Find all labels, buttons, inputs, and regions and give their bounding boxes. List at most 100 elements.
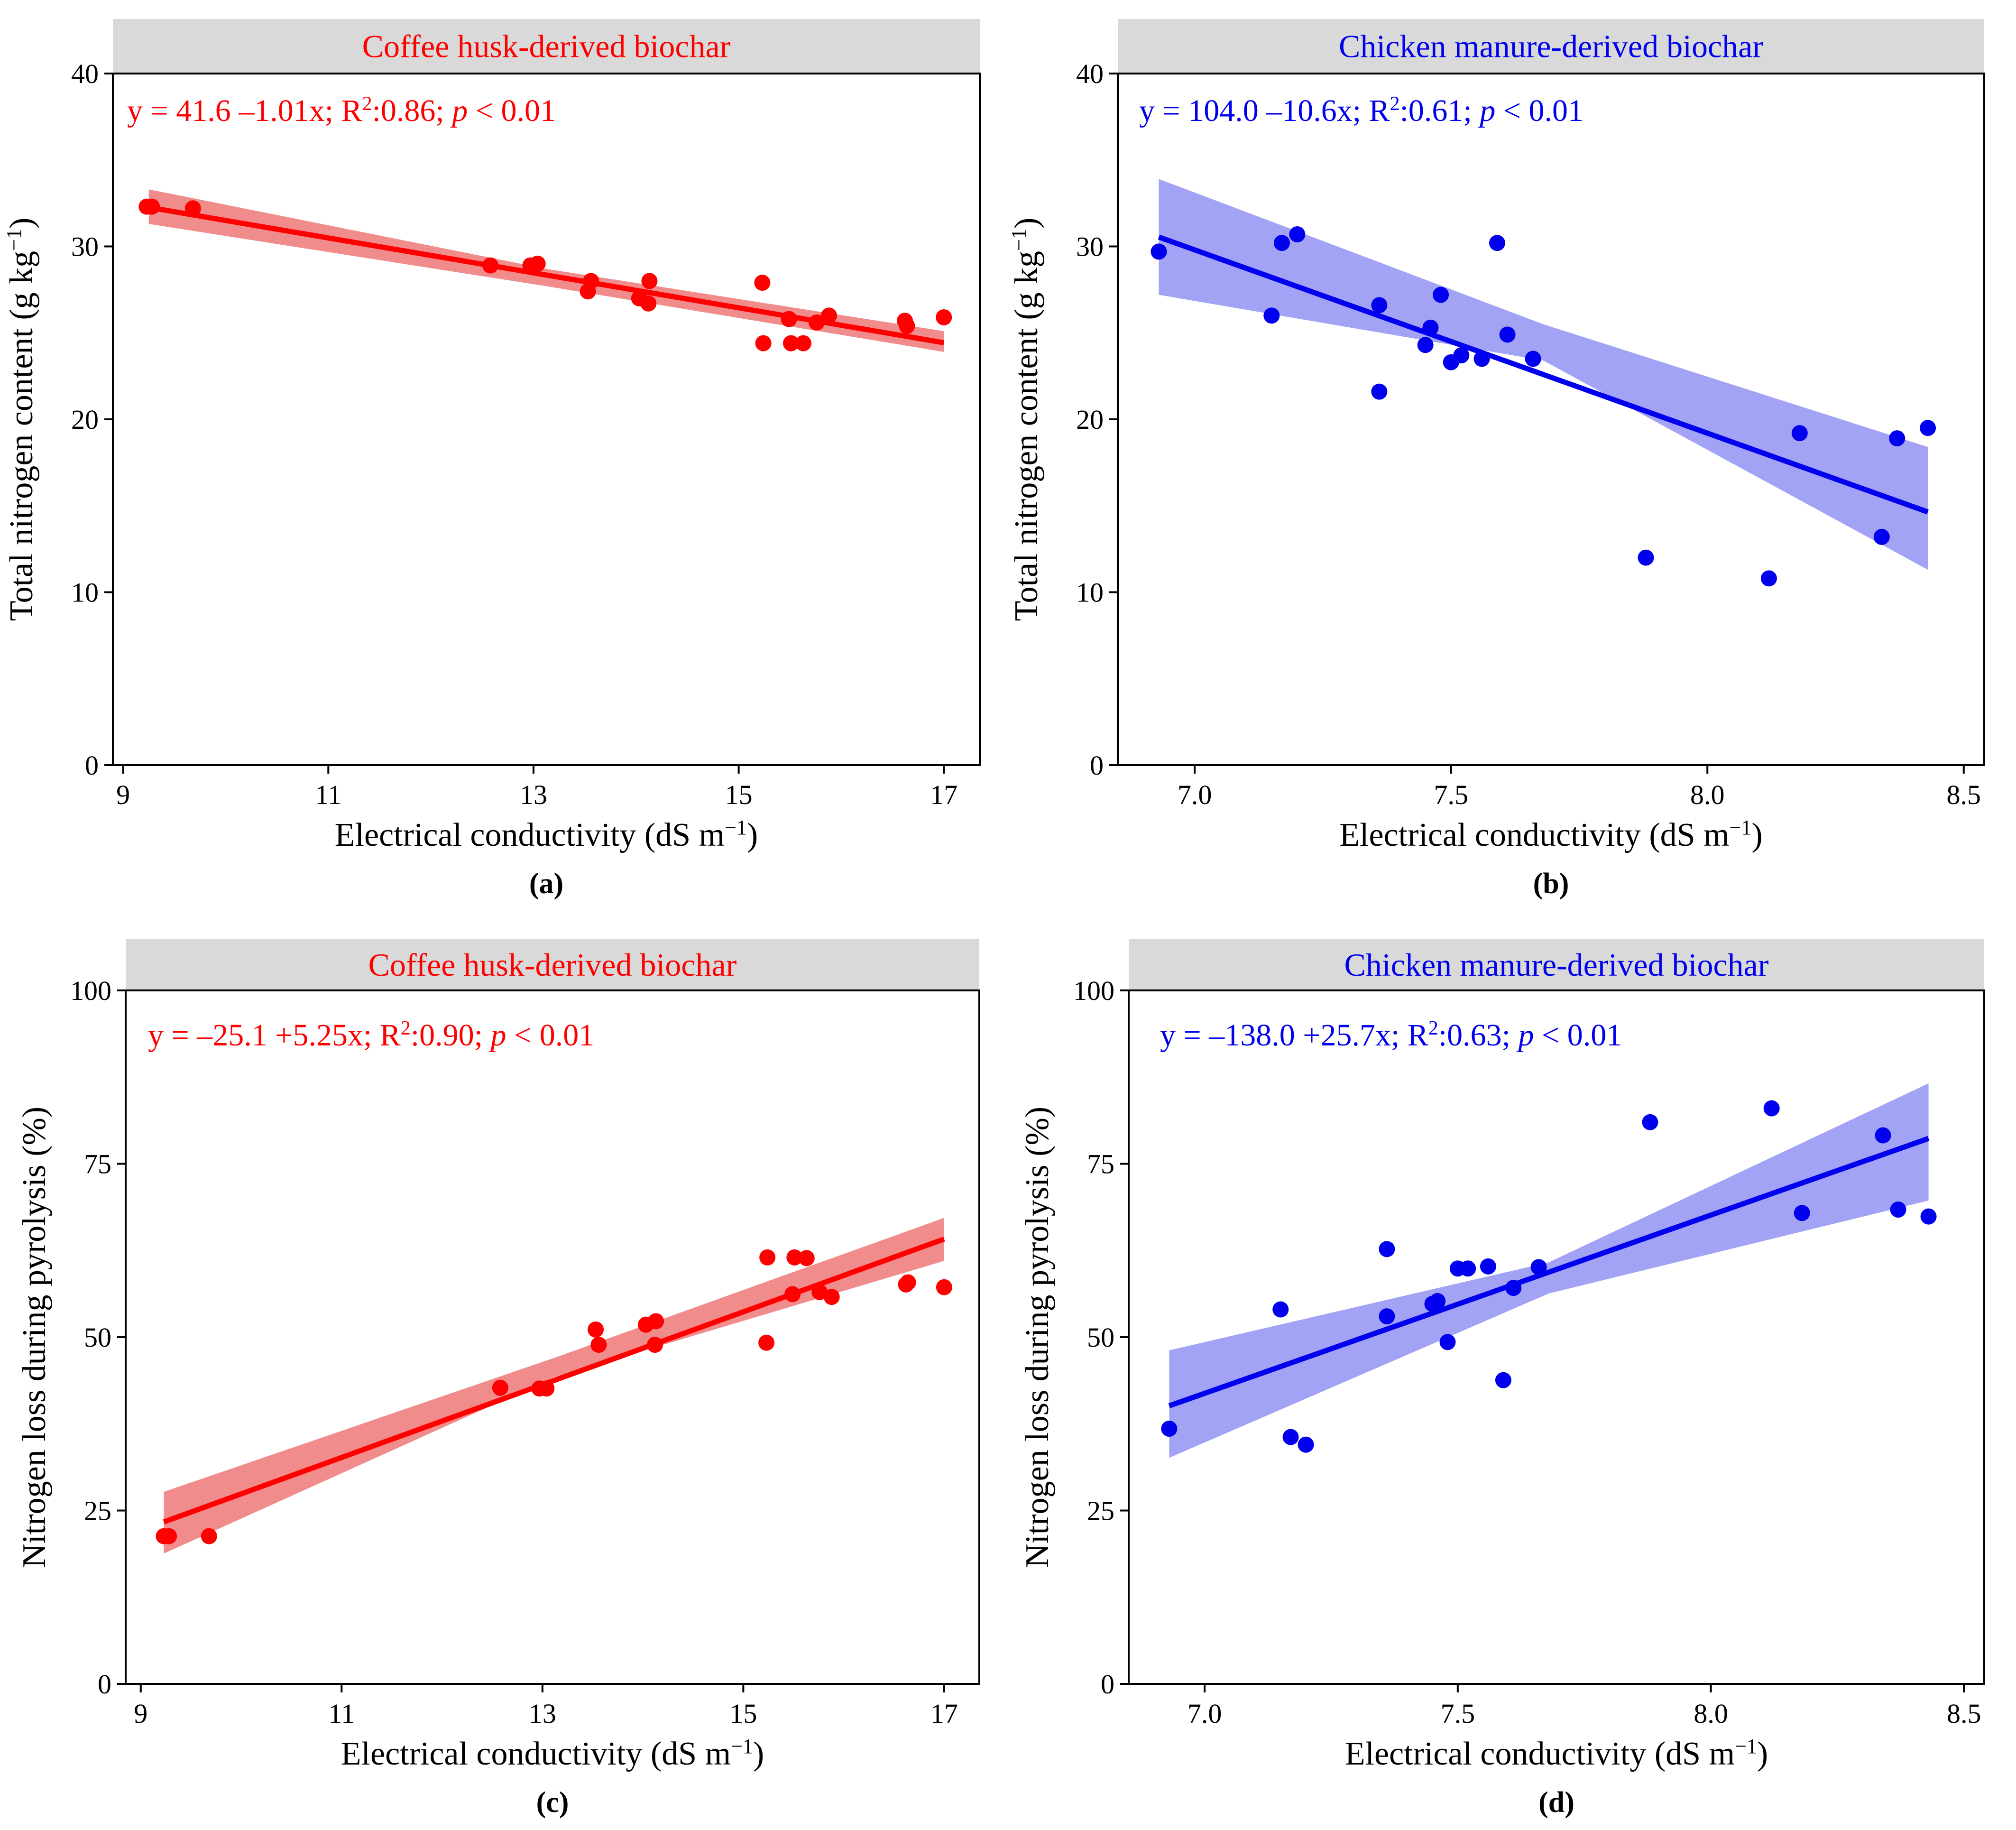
y-tick-label: 0 <box>1101 1669 1114 1700</box>
data-point <box>1417 337 1434 353</box>
data-point <box>1371 297 1388 314</box>
data-point <box>1638 549 1654 566</box>
regression-equation: y = –25.1 +5.25x; R2:0.90; p < 0.01 <box>148 1017 594 1053</box>
data-point <box>1495 1372 1511 1388</box>
data-point <box>1489 235 1505 251</box>
x-tick-label: 13 <box>520 779 547 810</box>
regression-equation: y = 41.6 –1.01x; R2:0.86; p < 0.01 <box>127 93 556 128</box>
data-point <box>1379 1241 1395 1257</box>
data-point <box>529 255 546 272</box>
x-axis-label: Electrical conductivity (dS m−1) <box>341 1735 764 1773</box>
x-axis-label: Electrical conductivity (dS m−1) <box>335 816 758 854</box>
y-tick-label: 25 <box>84 1496 111 1526</box>
data-point <box>1273 235 1290 251</box>
data-point <box>798 1250 815 1266</box>
data-point <box>482 257 499 274</box>
y-tick-label: 50 <box>1087 1322 1114 1353</box>
data-point <box>758 1334 775 1351</box>
data-point <box>492 1379 508 1396</box>
x-tick-label: 8.0 <box>1690 779 1725 810</box>
data-point <box>1298 1436 1314 1453</box>
y-tick-label: 30 <box>1076 231 1104 262</box>
data-point <box>1920 420 1936 436</box>
panel-b: Chicken manure-derived biochar 7.0 7.5 8.0 8… <box>1007 19 1985 900</box>
x-tick-label: 17 <box>930 779 957 810</box>
data-point <box>754 275 771 291</box>
regression-line <box>1158 234 1929 515</box>
strip-header <box>126 939 979 990</box>
data-point <box>781 311 797 327</box>
strip-title: Chicken manure-derived biochar <box>1344 947 1769 983</box>
regression-line <box>1168 1136 1930 1408</box>
x-tick-label: 9 <box>134 1698 147 1729</box>
data-point <box>809 314 825 331</box>
plot-frame <box>112 73 981 766</box>
y-tick-label: 75 <box>1087 1149 1114 1180</box>
x-axis-label: Electrical conductivity (dS m−1) <box>1339 816 1762 854</box>
data-point <box>588 1321 604 1338</box>
panel-d: Chicken manure-derived biochar 7.0 7.5 8.0 8… <box>1019 939 1985 1819</box>
data-point <box>1920 1208 1937 1225</box>
y-axis-label: Nitrogen loss during pyrolysis (%) <box>16 1107 53 1568</box>
data-point <box>784 1286 801 1303</box>
data-point <box>161 1528 177 1544</box>
x-tick-label: 15 <box>725 779 753 810</box>
data-point <box>1422 319 1439 336</box>
data-point <box>640 295 657 312</box>
confidence-band <box>148 189 944 352</box>
x-tick-label: 8.5 <box>1947 1698 1981 1729</box>
data-point <box>538 1380 555 1397</box>
y-tick-label: 20 <box>1076 404 1104 435</box>
data-point <box>786 1249 803 1266</box>
plot-frame <box>125 989 980 1685</box>
regression-equation: y = 104.0 –10.6x; R2:0.61; p < 0.01 <box>1139 93 1583 128</box>
data-point <box>1282 1429 1299 1445</box>
strip-header <box>1118 19 1984 74</box>
x-tick-label: 17 <box>930 1698 958 1729</box>
x-tick-label: 8.0 <box>1694 1698 1728 1729</box>
data-point <box>1505 1280 1522 1296</box>
data-point <box>899 318 915 334</box>
y-tick-label: 0 <box>98 1669 111 1700</box>
data-point <box>1889 430 1906 447</box>
data-point <box>1530 1259 1547 1275</box>
data-point <box>1873 528 1890 545</box>
x-tick-label: 13 <box>529 1698 556 1729</box>
y-tick-label: 50 <box>84 1322 111 1353</box>
data-point <box>1763 1100 1780 1117</box>
panel-label: (b) <box>1533 868 1569 900</box>
x-tick-label: 7.5 <box>1434 779 1468 810</box>
data-point <box>1151 243 1167 260</box>
x-tick-label: 7.0 <box>1188 1698 1222 1729</box>
panel-label: (a) <box>529 868 563 900</box>
regression-line <box>163 1236 945 1525</box>
data-point <box>1433 287 1449 303</box>
x-tick-label: 15 <box>729 1698 757 1729</box>
data-point <box>782 335 799 351</box>
data-point <box>1289 226 1306 242</box>
data-point <box>641 273 658 289</box>
y-tick-label: 20 <box>71 404 99 435</box>
y-tick-label: 0 <box>1090 750 1104 781</box>
data-point <box>1791 425 1808 442</box>
data-point <box>811 1284 828 1300</box>
data-point <box>1499 326 1516 343</box>
data-point <box>1460 1260 1476 1277</box>
data-point <box>1429 1293 1446 1309</box>
data-point <box>1161 1420 1178 1437</box>
data-point <box>648 1313 664 1330</box>
x-tick-label: 8.5 <box>1947 779 1981 810</box>
x-tick-label: 9 <box>116 779 130 810</box>
strip-header <box>113 19 980 74</box>
data-point <box>590 1337 607 1353</box>
y-tick-label: 0 <box>85 750 99 781</box>
strip-title: Coffee husk-derived biochar <box>362 28 731 65</box>
y-tick-label: 100 <box>1073 975 1114 1006</box>
data-point <box>201 1528 217 1544</box>
y-tick-label: 75 <box>84 1149 111 1180</box>
data-point <box>1439 1334 1456 1350</box>
panel-label: (c) <box>536 1786 569 1819</box>
data-point <box>755 335 772 351</box>
data-point <box>759 1249 776 1266</box>
